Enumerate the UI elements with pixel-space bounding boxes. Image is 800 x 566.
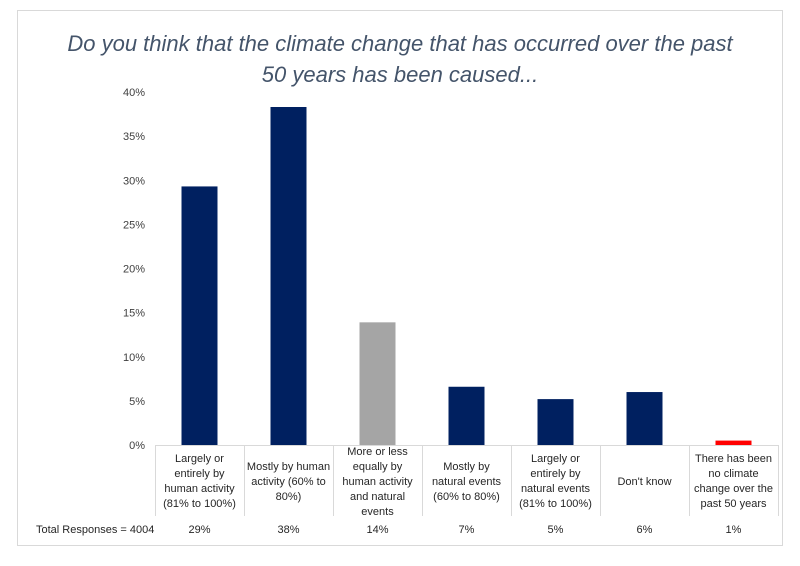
category-label-line: Don't know (617, 475, 672, 488)
category-label: Don't know (603, 475, 687, 490)
bar (270, 107, 307, 445)
category-label-line: (81% to 100%) (519, 498, 592, 510)
response-percent: 7% (458, 524, 475, 536)
y-tick-label: 20% (123, 264, 145, 276)
category-label-line: events (361, 505, 394, 518)
category-label-line: There has been (694, 453, 773, 465)
category-label-line: Mostly by human (246, 460, 331, 473)
bar (626, 392, 663, 445)
response-percent: 1% (725, 524, 742, 536)
y-tick-label: 0% (129, 440, 145, 452)
category-label: Largely or entirely by human activity (81% … (158, 452, 242, 512)
category-label-line: 80%) (275, 490, 302, 503)
category-label-line: no climate (708, 468, 759, 480)
bar (715, 440, 752, 445)
category-label-line: equally by (352, 460, 403, 473)
category-label-line: Mostly by (443, 460, 490, 473)
chart-title: Do you think that the climate change tha… (17, 28, 783, 90)
category-label: Mostly by human activity (60% to 80%) (247, 460, 331, 505)
total-responses-label: Total Responses = (36, 524, 127, 536)
category-label-line: and natural (349, 490, 406, 503)
y-tick-label: 25% (123, 219, 145, 231)
chart-frame (17, 10, 783, 546)
y-tick-label: 30% (123, 175, 145, 187)
category-label: Largely or entirely by natural events (81% … (514, 452, 598, 512)
chart-title-line-2: 50 years has been caused... (261, 62, 539, 87)
category-label-line: More or less (347, 445, 408, 458)
total-responses-value: 4004 (129, 524, 155, 536)
category-label-line: change over the (694, 483, 773, 495)
y-tick-label: 5% (129, 396, 145, 408)
category-label: There has been no climate change over the p… (692, 452, 776, 512)
category-label: More or less equally by human activity and … (336, 445, 420, 520)
category-label-line: natural events (431, 475, 502, 488)
response-percent: 38% (277, 524, 300, 536)
category-label-line: natural events (520, 483, 591, 495)
response-percent: 6% (636, 524, 653, 536)
bar (359, 322, 396, 445)
chart-title-line-1: Do you think that the climate change tha… (67, 31, 733, 56)
category-label-line: human activity (164, 483, 235, 495)
category-label-line: (60% to 80%) (433, 490, 500, 503)
category-label-line: (81% to 100%) (163, 498, 236, 510)
total-responses: Total Responses = 4004 (36, 524, 154, 536)
category-label-line: Largely or (531, 453, 580, 465)
category-label-line: human activity (342, 475, 413, 488)
category-label-line: entirely by (530, 468, 581, 480)
category-label-line: past 50 years (700, 498, 767, 510)
y-tick-label: 35% (123, 131, 145, 143)
bar (448, 386, 485, 445)
category-label: Mostly by natural events (60% to 80%) (425, 460, 509, 505)
bar (181, 186, 218, 446)
y-tick-label: 10% (123, 352, 145, 364)
bar (537, 399, 574, 445)
y-tick-label: 15% (123, 308, 145, 320)
y-tick-label: 40% (123, 87, 145, 99)
category-label-line: activity (60% to (251, 475, 326, 488)
category-label-line: Largely or (175, 453, 224, 465)
category-label-line: entirely by (174, 468, 225, 480)
response-percent: 29% (188, 524, 211, 536)
response-percent: 14% (366, 524, 389, 536)
response-percent: 5% (547, 524, 564, 536)
